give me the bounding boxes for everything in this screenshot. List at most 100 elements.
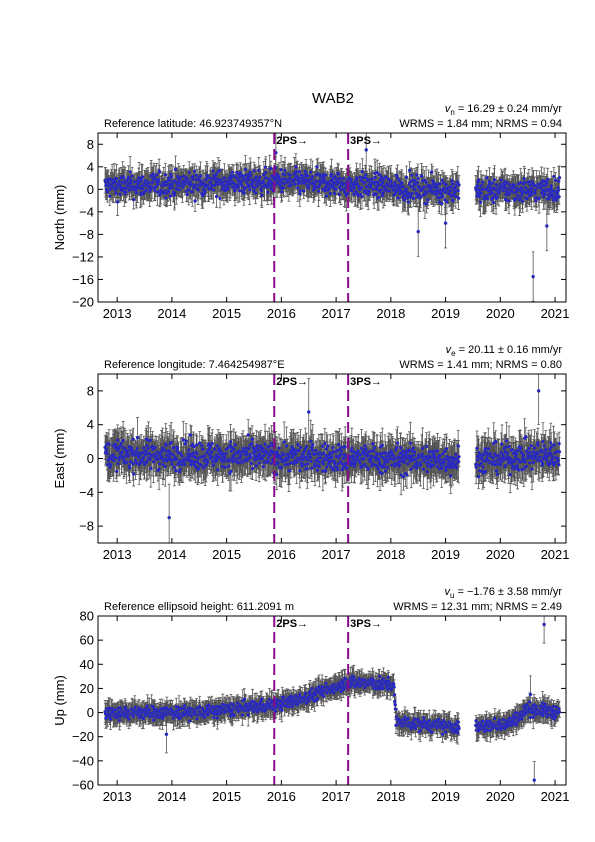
- data-point: [543, 447, 548, 452]
- data-point: [421, 467, 426, 471]
- data-point: [313, 464, 317, 469]
- data-point: [549, 184, 553, 188]
- data-point: [402, 460, 406, 465]
- data-point: [448, 473, 453, 478]
- data-point: [456, 188, 460, 193]
- y-tick-label: 0: [87, 451, 94, 466]
- data-point: [343, 444, 347, 449]
- y-axis-title: North (mm): [52, 185, 67, 251]
- data-point: [522, 177, 526, 181]
- data-point: [358, 461, 362, 465]
- data-point: [214, 172, 218, 177]
- data-points: [103, 389, 562, 520]
- reference-text: Reference longitude: 7.464254987°E: [104, 359, 285, 371]
- data-point: [263, 442, 267, 446]
- data-point: [407, 168, 412, 173]
- data-point: [177, 188, 181, 192]
- data-point: [359, 178, 363, 183]
- data-point: [169, 175, 173, 179]
- data-point: [229, 449, 234, 453]
- x-tick-label: 2020: [486, 547, 515, 562]
- data-point: [429, 458, 434, 463]
- data-point: [452, 190, 457, 195]
- data-point: [196, 188, 200, 192]
- data-point: [146, 181, 151, 185]
- data-point: [260, 193, 264, 197]
- data-point: [185, 192, 189, 197]
- data-point: [443, 449, 447, 454]
- data-point: [363, 444, 367, 448]
- data-point: [232, 452, 236, 457]
- data-point: [442, 457, 447, 461]
- data-point: [287, 454, 292, 459]
- data-point: [556, 179, 561, 184]
- data-point: [398, 445, 403, 450]
- data-point: [536, 389, 541, 393]
- event-label: 2PS→: [276, 135, 308, 147]
- data-point: [267, 444, 272, 448]
- data-point: [454, 465, 459, 470]
- data-point: [183, 442, 188, 446]
- data-point: [371, 442, 375, 446]
- data-point: [537, 196, 541, 201]
- data-point: [140, 450, 145, 455]
- data-point: [323, 173, 328, 177]
- data-point: [261, 464, 266, 469]
- data-point: [408, 441, 413, 446]
- data-point: [393, 183, 398, 187]
- data-point: [108, 194, 112, 198]
- data-point: [405, 473, 409, 477]
- data-point: [248, 452, 252, 457]
- data-point: [249, 173, 253, 178]
- data-point: [133, 458, 138, 463]
- data-point: [406, 200, 411, 204]
- data-point: [187, 187, 191, 192]
- data-point: [325, 465, 329, 469]
- data-point: [362, 457, 366, 461]
- data-point: [424, 201, 429, 206]
- data-point: [386, 177, 391, 181]
- data-point: [367, 189, 371, 194]
- data-point: [366, 467, 370, 471]
- data-point: [210, 441, 214, 446]
- data-point: [444, 468, 448, 472]
- data-point: [113, 180, 118, 184]
- data-point: [335, 467, 340, 472]
- data-point: [329, 459, 333, 464]
- data-point: [154, 173, 159, 177]
- data-point: [146, 446, 150, 451]
- data-point: [183, 462, 187, 467]
- data-point: [413, 187, 417, 192]
- data-point: [115, 438, 120, 442]
- data-point: [508, 472, 512, 477]
- data-point: [154, 454, 159, 458]
- data-point: [140, 186, 145, 191]
- panel-east: Reference longitude: 7.464254987°E WRMS =…: [52, 344, 570, 562]
- data-point: [187, 448, 191, 452]
- data-point: [518, 196, 523, 201]
- data-point: [201, 447, 205, 451]
- data-point: [223, 465, 227, 470]
- data-point: [231, 174, 236, 178]
- data-point: [545, 224, 549, 228]
- data-point: [199, 463, 204, 467]
- data-point: [268, 453, 273, 457]
- data-point: [531, 274, 535, 279]
- data-point: [145, 443, 149, 448]
- data-point: [396, 196, 400, 200]
- data-point: [544, 189, 548, 193]
- data-point: [377, 461, 382, 465]
- data-point: [491, 200, 496, 205]
- data-point: [552, 463, 556, 467]
- data-point: [291, 455, 295, 459]
- data-point: [184, 439, 188, 443]
- data-point: [550, 454, 554, 458]
- data-point: [151, 172, 155, 176]
- data-point: [476, 474, 481, 479]
- data-point: [284, 444, 289, 448]
- data-point: [240, 184, 244, 188]
- data-point: [523, 460, 527, 464]
- data-point: [385, 465, 390, 470]
- data-point: [167, 189, 171, 194]
- data-point: [199, 443, 204, 448]
